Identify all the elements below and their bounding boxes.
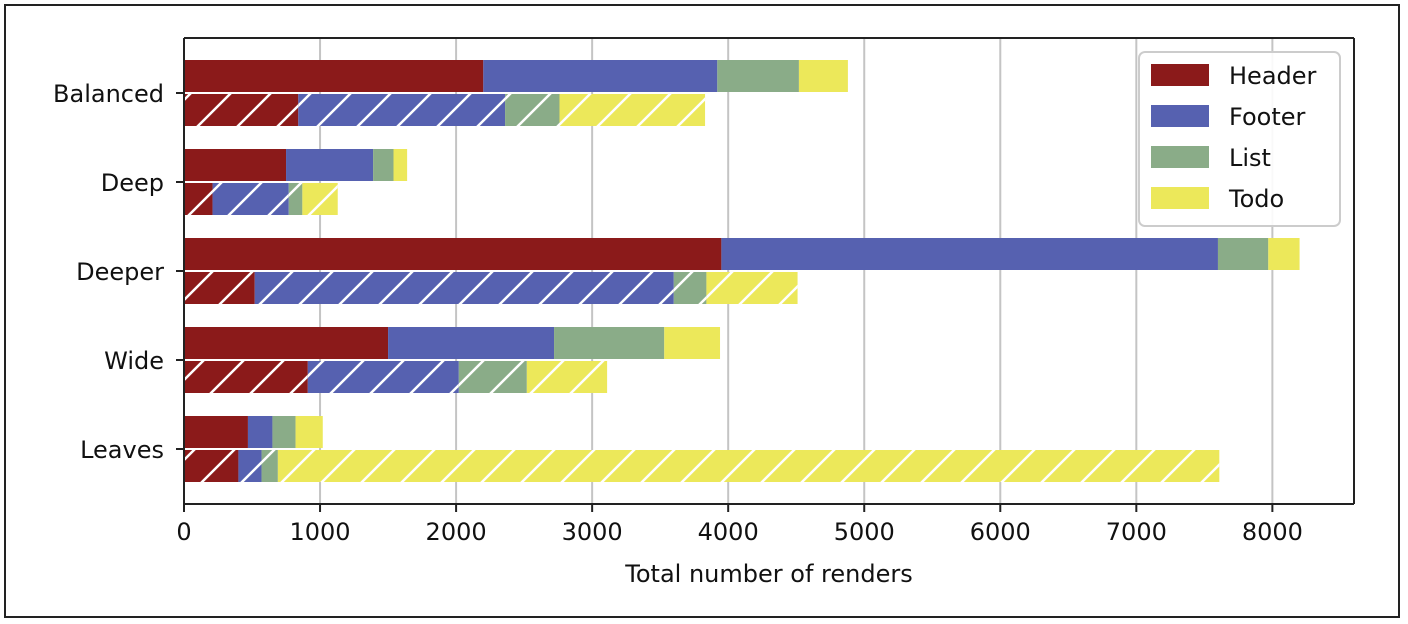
bars (184, 60, 1300, 482)
bar-hatch-deep-list (288, 183, 303, 215)
y-tick-label-leaves: Leaves (80, 436, 164, 464)
bar-wide-solid-footer (388, 327, 555, 359)
bar-balanced-solid-header (184, 60, 484, 92)
x-tick-label-8000: 8000 (1242, 518, 1303, 546)
legend-box (1138, 51, 1341, 227)
bar-deep-solid-list (373, 149, 394, 181)
legend-label-header: Header (1229, 62, 1317, 90)
bar-hatch-deeper-header (184, 272, 255, 304)
bar-leaves-solid-footer (247, 416, 273, 448)
x-tick-label-3000: 3000 (562, 518, 623, 546)
bar-deep-solid-todo (393, 149, 408, 181)
bar-hatch-wide-footer (307, 361, 459, 393)
bar-balanced-solid-todo (798, 60, 848, 92)
bar-deep-solid-footer (286, 149, 374, 181)
x-tick-label-1000: 1000 (290, 518, 351, 546)
bar-deeper-solid-list (1217, 238, 1269, 270)
x-tick-label-5000: 5000 (834, 518, 895, 546)
bar-hatch-deeper-todo (706, 272, 798, 304)
y-tick-label-deep: Deep (101, 169, 164, 197)
bar-balanced-solid-footer (483, 60, 718, 92)
bar-hatch-wide-header (184, 361, 308, 393)
x-axis-title: Total number of renders (624, 560, 912, 588)
bar-wide-solid-list (554, 327, 665, 359)
bar-leaves-solid-list (272, 416, 296, 448)
y-tick-label-deeper: Deeper (76, 258, 164, 286)
legend: Header Footer List Todo (1138, 51, 1341, 227)
legend-label-footer: Footer (1229, 103, 1305, 131)
bar-leaves-solid-todo (295, 416, 323, 448)
bar-hatch-balanced-footer (298, 94, 506, 126)
bar-hatch-deep-footer (212, 183, 289, 215)
bar-deeper-solid-footer (721, 238, 1218, 270)
legend-swatch-header (1151, 64, 1209, 86)
x-tick-label-7000: 7000 (1106, 518, 1167, 546)
y-tick-label-wide: Wide (104, 347, 164, 375)
bar-deeper-solid-todo (1268, 238, 1300, 270)
bar-hatch-balanced-header (184, 94, 299, 126)
bar-hatch-leaves-footer (238, 450, 262, 482)
bar-wide-solid-header (184, 327, 389, 359)
bar-leaves-solid-header (184, 416, 248, 448)
x-tick-label-4000: 4000 (698, 518, 759, 546)
bar-hatch-deep-todo (302, 183, 338, 215)
bar-hatch-leaves-todo (277, 450, 1220, 482)
bar-balanced-solid-list (717, 60, 799, 92)
x-tick-label-6000: 6000 (970, 518, 1031, 546)
bar-hatch-deeper-footer (254, 272, 674, 304)
legend-label-todo: Todo (1228, 185, 1284, 213)
axes: 0 1000 2000 3000 4000 5000 6000 7000 8000 Balance… (53, 37, 1355, 546)
x-tick-label-0: 0 (176, 518, 191, 546)
bar-wide-solid-todo (664, 327, 721, 359)
bar-hatch-leaves-list (261, 450, 278, 482)
bar-hatch-wide-todo (526, 361, 608, 393)
bar-hatch-deeper-list (673, 272, 707, 304)
legend-swatch-list (1151, 146, 1209, 168)
legend-label-list: List (1229, 144, 1271, 172)
legend-swatch-todo (1151, 187, 1209, 209)
bar-deep-solid-header (184, 149, 287, 181)
x-tick-label-2000: 2000 (426, 518, 487, 546)
bar-hatch-deep-header (184, 183, 213, 215)
bar-hatch-balanced-list (505, 94, 560, 126)
legend-swatch-footer (1151, 105, 1209, 127)
bar-deeper-solid-header (184, 238, 722, 270)
bar-hatch-wide-list (458, 361, 527, 393)
bar-hatch-balanced-todo (559, 94, 706, 126)
y-tick-label-balanced: Balanced (53, 80, 164, 108)
bar-hatch-leaves-header (184, 450, 239, 482)
